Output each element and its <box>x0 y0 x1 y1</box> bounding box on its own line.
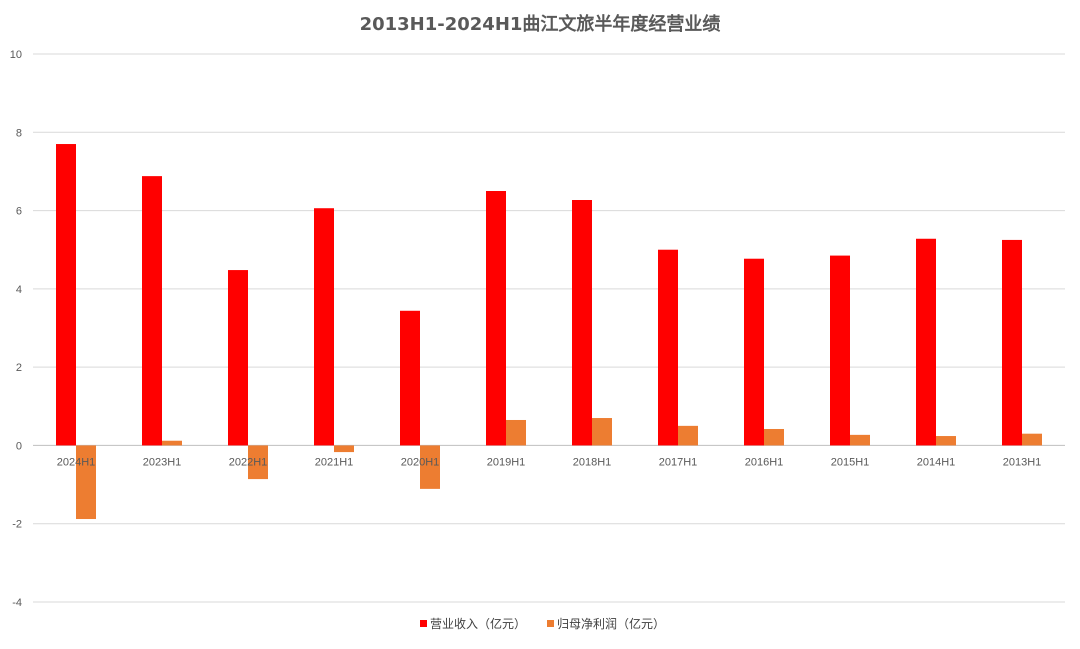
y-tick-label: -4 <box>12 597 22 609</box>
bar-revenue <box>400 310 420 446</box>
bar-net-profit <box>248 445 268 480</box>
x-tick-label: 2020H1 <box>401 456 440 468</box>
bar-net-profit <box>1022 433 1042 446</box>
bar-revenue <box>486 191 506 446</box>
bar-revenue <box>314 208 334 446</box>
x-tick-label: 2013H1 <box>1003 456 1042 468</box>
y-tick-label: 4 <box>16 284 22 296</box>
bars <box>56 144 1042 520</box>
legend-label: 营业收入（亿元） <box>430 616 526 631</box>
y-tick-label: -2 <box>12 519 22 531</box>
x-tick-label: 2022H1 <box>229 456 268 468</box>
bar-net-profit <box>592 418 612 446</box>
legend-label: 归母净利润（亿元） <box>557 616 665 631</box>
y-axis: -4 -2 0 2 4 6 8 10 <box>10 49 22 609</box>
bar-net-profit <box>162 440 182 446</box>
x-tick-label: 2017H1 <box>659 456 698 468</box>
bar-net-profit <box>76 445 96 520</box>
bar-revenue <box>830 255 850 446</box>
bar-revenue <box>56 144 76 446</box>
bar-net-profit <box>334 445 354 453</box>
y-tick-label: 10 <box>10 49 22 61</box>
bar-net-profit <box>850 434 870 446</box>
chart-title: 2013H1-2024H1曲江文旅半年度经营业绩 <box>360 13 721 35</box>
bar-revenue <box>572 200 592 446</box>
x-tick-label: 2023H1 <box>143 456 182 468</box>
legend-swatch <box>420 620 427 627</box>
x-tick-label: 2014H1 <box>917 456 956 468</box>
y-tick-label: 8 <box>16 127 22 139</box>
grid <box>33 53 1065 603</box>
x-tick-label: 2024H1 <box>57 456 96 468</box>
bar-net-profit <box>678 425 698 446</box>
bar-revenue <box>658 249 678 446</box>
bar-net-profit <box>936 436 956 446</box>
bar-revenue <box>1002 239 1022 446</box>
bar-net-profit <box>506 419 526 446</box>
x-tick-label: 2021H1 <box>315 456 354 468</box>
x-tick-label: 2018H1 <box>573 456 612 468</box>
bar-revenue <box>228 270 248 446</box>
bar-revenue <box>142 176 162 446</box>
bar-revenue <box>744 258 764 446</box>
x-axis: 2024H1 2023H1 2022H1 2021H1 2020H1 2019H1 2018… <box>57 456 1042 468</box>
x-tick-label: 2015H1 <box>831 456 870 468</box>
legend: 营业收入（亿元） 归母净利润（亿元） <box>420 616 665 631</box>
x-tick-label: 2016H1 <box>745 456 784 468</box>
bar-revenue <box>916 238 936 446</box>
y-tick-label: 6 <box>16 206 22 218</box>
bar-net-profit <box>764 428 784 446</box>
y-tick-label: 0 <box>16 440 22 452</box>
x-tick-label: 2019H1 <box>487 456 526 468</box>
legend-swatch <box>547 620 554 627</box>
bar-net-profit <box>420 445 440 489</box>
y-tick-label: 2 <box>16 362 22 374</box>
